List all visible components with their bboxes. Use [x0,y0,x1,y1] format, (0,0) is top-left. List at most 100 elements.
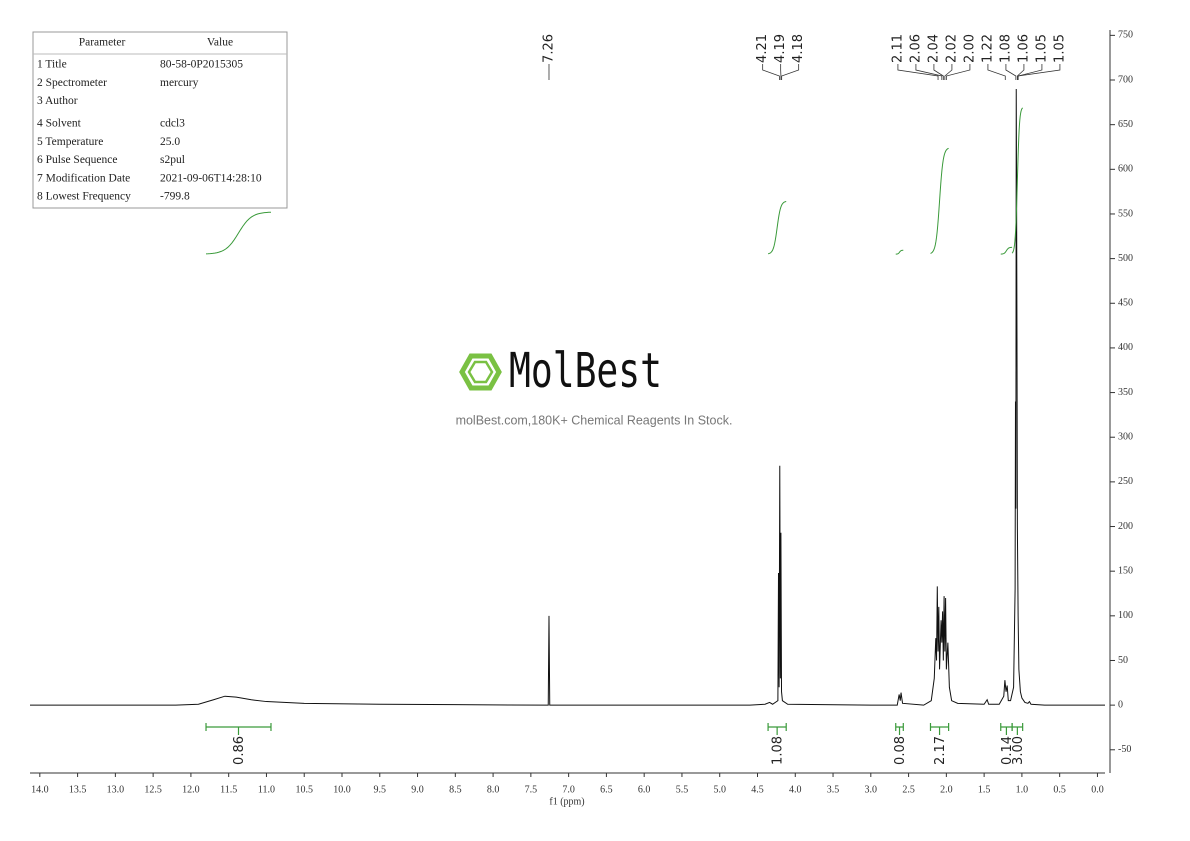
integral-bracket [767,723,787,735]
x-tick-label: 6.5 [600,784,613,795]
peak-connector [1016,64,1025,80]
y-tick-label: 150 [1118,565,1133,576]
table-cell: 1 Title [37,59,67,71]
x-tick-label: 8.5 [449,784,462,795]
table-frame [32,31,288,209]
x-tick-label: 7.0 [562,784,575,795]
integral-label: 2.17 [933,736,948,765]
integral-label: 0.08 [893,736,908,765]
table-cell: 5 Temperature [37,136,103,148]
peak-label: 2.00 [962,34,977,63]
logo-ring [467,360,494,384]
peak-label: 1.05 [1034,34,1049,63]
x-tick-label: 2.0 [940,784,953,795]
y-tick-label: 400 [1118,342,1133,353]
integral-curve [895,249,904,255]
x-tick-label: 0.0 [1091,784,1104,795]
x-tick-label: 12.5 [144,784,162,795]
x-tick-label: 0.5 [1053,784,1066,795]
spectrum-line [30,88,1105,706]
integral-label: 0.14 [1000,736,1015,765]
integral-curve [205,211,272,255]
integral-bracket [205,723,272,735]
peak-connector [944,64,953,80]
table-cell: 6 Pulse Sequence [37,154,117,166]
peak-label: 1.05 [1052,34,1067,63]
y-tick-label: 300 [1118,432,1133,443]
integral-label: 1.08 [771,736,786,765]
table-cell: 2 Spectrometer [37,77,107,89]
y-tick-label: 250 [1118,476,1133,487]
y-tick-label: 550 [1118,208,1133,219]
integral-bracket [1011,723,1024,735]
integral-curve [767,200,787,255]
y-tick-label: 750 [1118,30,1133,41]
table-cell: 8 Lowest Frequency [37,191,131,203]
y-tick-label: 650 [1118,119,1133,130]
x-tick-label: 14.0 [31,784,49,795]
watermark-tagline: molBest.com,180K+ Chemical Reagents In S… [456,413,733,427]
peak-label: 2.02 [944,34,959,63]
integral-label: 0.86 [232,736,247,765]
peak-connector [933,64,944,80]
peak-connector [762,64,780,80]
table-cell: 4 Solvent [37,118,82,130]
integral-curve [1011,107,1024,254]
peak-connector [1017,64,1061,80]
y-tick-label: 100 [1118,610,1133,621]
x-axis-label: f1 (ppm) [549,796,584,807]
x-tick-label: 10.0 [333,784,351,795]
logo-hexagon [459,353,502,391]
x-tick-label: 13.5 [69,784,87,795]
parameter-table [32,31,288,209]
x-tick-label: 4.5 [751,784,764,795]
y-tick-label: 200 [1118,521,1133,532]
table-cell: 25.0 [160,136,180,148]
peak-label: 7.26 [541,34,556,63]
table-cell: 2021-09-06T14:28:10 [160,172,262,184]
table-cell: 80-58-0P2015305 [160,59,243,71]
table-header: Value [207,37,233,49]
integral-bracket [895,723,904,735]
table-cell: 7 Modification Date [37,172,130,184]
x-tick-label: 7.5 [525,784,538,795]
y-tick-label: 700 [1118,74,1133,85]
y-tick-label: -50 [1118,744,1131,755]
integral-bracket [929,723,950,735]
peak-label: 2.06 [908,34,923,63]
x-tick-label: 5.0 [713,784,726,795]
peak-label: 2.11 [890,34,905,63]
integral-bracket [1000,723,1013,735]
x-tick-label: 4.0 [789,784,802,795]
table-cell: mercury [160,77,199,89]
peak-connector [915,64,943,80]
integral-curve [1000,246,1013,255]
x-tick-label: 6.0 [638,784,651,795]
x-tick-label: 3.0 [865,784,878,795]
table-cell: -799.8 [160,191,190,203]
peak-connector [897,64,939,80]
table-header: Parameter [79,37,126,49]
peak-label: 1.22 [980,34,995,63]
x-tick-label: 9.0 [411,784,424,795]
x-tick-label: 8.0 [487,784,500,795]
y-tick-label: 450 [1118,298,1133,309]
x-tick-label: 12.0 [182,784,200,795]
integral-curve [930,147,949,254]
table-cell: cdcl3 [160,118,185,130]
peak-connector [1005,64,1017,80]
peak-connector [945,64,971,80]
peak-connector [781,64,800,80]
table-cell: 3 Author [37,95,78,107]
peak-connector [987,64,1006,80]
watermark-brand: MolBest [509,343,662,399]
peak-label: 1.06 [1016,34,1031,63]
table-cell: s2pul [160,154,185,166]
y-tick-label: 50 [1118,655,1128,666]
watermark: MolBest molBest.com,180K+ Chemical Reage… [456,343,733,427]
integral-label: 3.00 [1011,736,1026,765]
x-tick-label: 1.5 [978,784,991,795]
peak-label: 4.18 [791,34,806,63]
